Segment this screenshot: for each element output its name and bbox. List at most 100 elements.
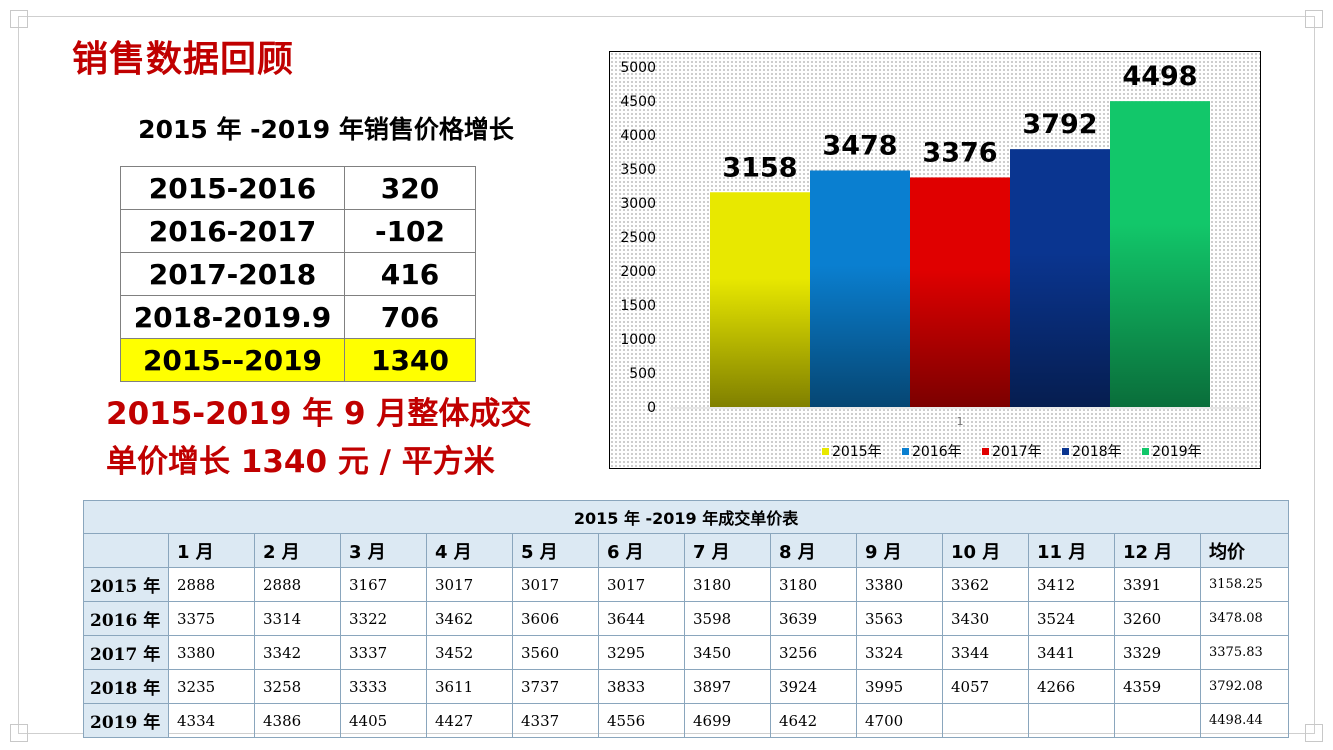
growth-row: 2016-2017 -102 [120,209,476,253]
price-cell: 4386 [254,703,341,738]
growth-row: 2017-2018 416 [120,252,476,296]
row-year: 2015 年 [83,567,169,602]
price-cell: 3452 [426,635,513,670]
page-title: 销售数据回顾 [72,39,295,80]
data-label: 3478 [822,130,897,161]
price-cell: 4642 [770,703,857,738]
legend-label: 2018年 [1072,444,1122,460]
growth-value: 416 [344,252,476,296]
table-row: 2015 年 2888 2888 3167 3017 3017 3017 3180 3180 33… [83,567,1290,602]
price-cell: 3324 [856,635,943,670]
legend-swatch [1142,448,1149,455]
price-cell: 2888 [254,567,341,602]
price-cell: 3180 [684,567,771,602]
y-tick-label: 0 [647,400,656,416]
price-cell: 3560 [512,635,599,670]
frame-corner-bottom-right [1305,724,1323,742]
price-cell: 3380 [856,567,943,602]
price-cell: 4556 [598,703,685,738]
price-cell: 3450 [684,635,771,670]
bar-shade [710,192,810,407]
price-cell: 4337 [512,703,599,738]
column-header: 6 月 [598,533,685,568]
price-cell: 3380 [168,635,255,670]
average-cell: 3375.83 [1199,635,1290,670]
data-label: 3376 [922,137,997,168]
table-row: 2018 年 3235 3258 3333 3611 3737 3833 3897 3924 39… [83,669,1290,704]
price-cell: 4700 [856,703,943,738]
price-cell: 4359 [1114,669,1201,704]
y-tick-label: 1500 [620,298,656,314]
y-tick-label: 4000 [620,128,656,144]
average-cell: 3792.08 [1199,669,1290,704]
price-cell: 3017 [426,567,513,602]
bar-shade [810,170,910,407]
row-year: 2019 年 [83,703,169,738]
legend-label: 2015年 [832,444,882,460]
bar-shade [1010,149,1110,408]
price-cell: 3322 [340,601,427,636]
y-tick-label: 5000 [620,60,656,76]
growth-value: 706 [344,295,476,339]
y-tick-label: 3000 [620,196,656,212]
legend-label: 2017年 [992,444,1042,460]
price-cell: 3611 [426,669,513,704]
price-table-title: 2015 年 -2019 年成交单价表 [82,500,1290,534]
column-header: 7 月 [684,533,771,568]
price-cell: 2888 [168,567,255,602]
price-cell: 3017 [598,567,685,602]
price-cell: 3167 [340,567,427,602]
price-cell: 3295 [598,635,685,670]
price-cell: 3524 [1028,601,1115,636]
growth-table-heading: 2015 年 -2019 年销售价格增长 [138,115,514,144]
bar-shade [1110,101,1210,408]
column-header: 2 月 [254,533,341,568]
price-cell: 3897 [684,669,771,704]
chart-canvas: 0 500 1000 1500 2000 2500 3000 3500 4000 4500 5000… [620,60,1250,460]
legend-swatch [822,448,829,455]
x-category-label: 1 [957,415,964,428]
price-cell: 3342 [254,635,341,670]
price-cell: 3329 [1114,635,1201,670]
price-cell: 3260 [1114,601,1201,636]
table-row: 2016 年 3375 3314 3322 3462 3606 3644 3598 3639 35… [83,601,1290,636]
growth-row: 2018-2019.9 706 [120,295,476,339]
data-label: 3158 [722,152,797,183]
legend-swatch [902,448,909,455]
price-cell: 3337 [340,635,427,670]
price-cell: 3441 [1028,635,1115,670]
legend-label: 2016年 [912,444,962,460]
price-cell: 3375 [168,601,255,636]
y-tick-label: 1000 [620,332,656,348]
growth-value: 320 [344,166,476,210]
price-cell: 3333 [340,669,427,704]
bar-group [710,101,1210,408]
table-row: 2019 年 4334 4386 4405 4427 4337 4556 4699 4642 47… [83,703,1290,738]
price-cell: 3598 [684,601,771,636]
column-header: 11 月 [1028,533,1115,568]
frame-corner-bottom-left [10,724,28,742]
legend-label: 2019年 [1152,444,1202,460]
y-tick-label: 2500 [620,230,656,246]
column-header: 1 月 [168,533,255,568]
growth-period: 2016-2017 [120,209,345,253]
growth-total-row: 2015--2019 1340 [120,338,476,382]
price-cell: 3833 [598,669,685,704]
column-header: 均价 [1199,533,1290,568]
column-header: 8 月 [770,533,857,568]
price-cell [1028,703,1115,738]
price-cell: 4266 [1028,669,1115,704]
average-cell: 3158.25 [1199,567,1290,602]
price-cell: 3362 [942,567,1029,602]
chart-legend: 2015年 2016年 2017年 2018年 2019年 [822,444,1202,460]
summary-line-1: 2015-2019 年 9 月整体成交 [106,396,532,432]
price-cell: 3737 [512,669,599,704]
growth-table: 2015-2016 320 2016-2017 -102 2017-2018 4… [120,166,476,382]
bar-shade [910,177,1010,407]
price-cell: 3412 [1028,567,1115,602]
y-axis: 0 500 1000 1500 2000 2500 3000 3500 4000 4500 5000… [620,60,1250,428]
price-cell: 3017 [512,567,599,602]
price-cell: 3462 [426,601,513,636]
